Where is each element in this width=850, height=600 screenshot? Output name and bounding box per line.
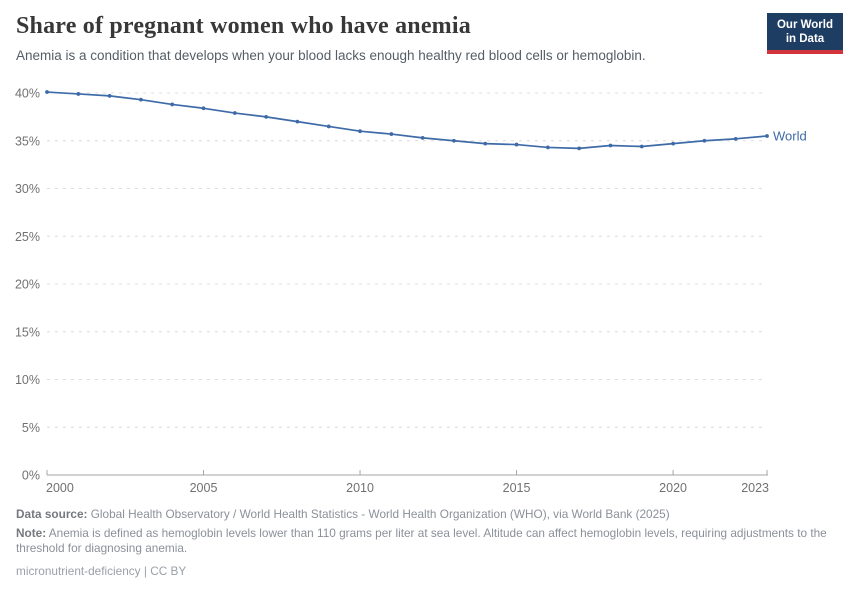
data-point[interactable] — [232, 111, 237, 115]
data-point[interactable] — [765, 134, 769, 138]
y-axis-tick-label: 25% — [15, 230, 40, 244]
data-point[interactable] — [545, 145, 550, 150]
x-axis-tick-label: 2015 — [503, 481, 531, 495]
data-point[interactable] — [45, 90, 49, 94]
world-series-line[interactable] — [46, 91, 768, 150]
x-axis-tick-label: 2010 — [346, 481, 374, 495]
y-axis-tick-label: 10% — [15, 373, 40, 387]
note-label: Note: — [16, 525, 47, 540]
data-point[interactable] — [201, 106, 206, 111]
license-text: micronutrient-deficiency | CC BY — [16, 563, 187, 578]
data-point[interactable] — [326, 124, 331, 129]
line-chart-svg: 0% 5% 10% 15% 20% 25% 30% 35% 40% 2000 2005 2010 201… — [15, 87, 807, 496]
series-label-world[interactable]: World — [773, 128, 807, 143]
chart-area: 0% 5% 10% 15% 20% 25% 30% 35% 40% 2000 2005 2010 201… — [15, 87, 807, 496]
x-axis-tick-label: 2020 — [659, 481, 687, 495]
x-axis-tick-label: 2023 — [741, 481, 769, 495]
y-axis-tick-label: 0% — [22, 469, 40, 483]
owid-logo: Our World in Data — [767, 13, 843, 54]
data-point[interactable] — [358, 129, 362, 134]
data-point[interactable] — [514, 142, 519, 147]
y-axis-tick-label: 20% — [15, 278, 40, 292]
data-point[interactable] — [420, 135, 425, 140]
chart-subtitle: Anemia is a condition that develops when… — [16, 48, 646, 63]
chart-footer: Data source: Global Health Observatory /… — [16, 507, 838, 579]
logo-line1: Our World — [776, 19, 833, 31]
x-axis-tick-label: 2000 — [46, 481, 74, 495]
y-axis-tick-label: 15% — [15, 325, 40, 339]
data-point[interactable] — [483, 141, 488, 146]
logo-line2: in Data — [785, 33, 825, 45]
y-axis-tick-label: 40% — [15, 87, 40, 101]
data-point[interactable] — [139, 97, 143, 102]
data-point[interactable] — [671, 141, 675, 146]
data-point[interactable] — [76, 92, 81, 96]
note-line: Note: Anemia is defined as hemoglobin le… — [16, 526, 838, 557]
data-point[interactable] — [264, 114, 269, 119]
note-text: Anemia is defined as hemoglobin levels l… — [16, 525, 827, 556]
data-point[interactable] — [733, 136, 738, 141]
data-point[interactable] — [389, 132, 394, 136]
data-point[interactable] — [608, 143, 613, 148]
datasource-text: Global Health Observatory / World Health… — [90, 507, 670, 521]
x-axis-tick-label: 2005 — [190, 481, 218, 495]
y-axis-tick-label: 5% — [22, 421, 40, 435]
data-point[interactable] — [107, 93, 112, 98]
y-axis-tick-label: 30% — [15, 182, 40, 196]
y-axis-tick-label: 35% — [15, 134, 40, 148]
data-point[interactable] — [170, 102, 175, 107]
data-point[interactable] — [702, 138, 707, 143]
data-point[interactable] — [452, 138, 456, 143]
data-point[interactable] — [639, 144, 644, 149]
datasource-line: Data source: Global Health Observatory /… — [16, 507, 838, 523]
datasource-label: Data source: — [16, 507, 88, 521]
data-point[interactable] — [577, 146, 582, 151]
chart-header: Share of pregnant women who have anemia … — [16, 13, 756, 63]
page-title: Share of pregnant women who have anemia — [16, 13, 471, 39]
data-point[interactable] — [295, 119, 300, 124]
